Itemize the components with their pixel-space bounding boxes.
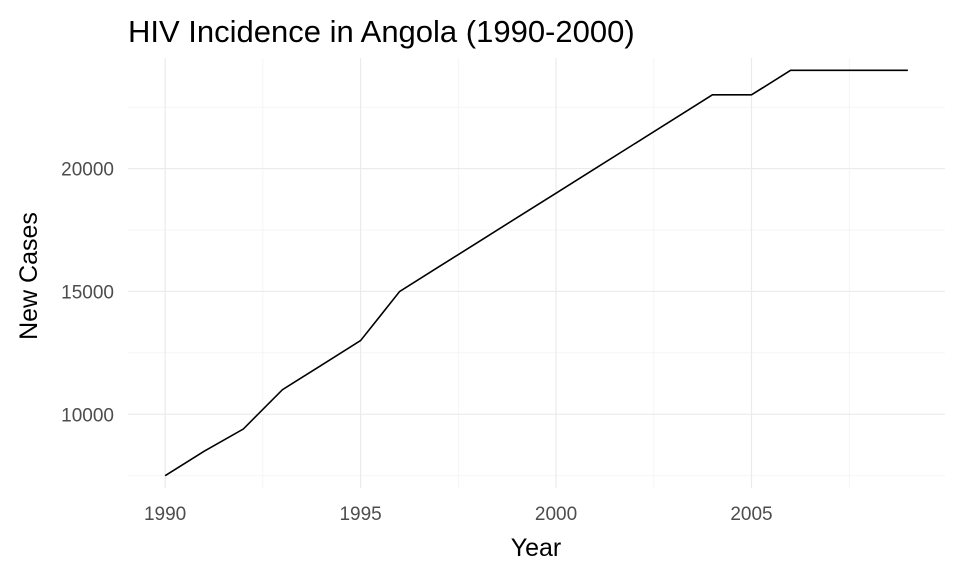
x-tick-label: 1990: [144, 504, 186, 525]
series-layer: [164, 69, 908, 477]
minor-gridlines: [128, 58, 945, 488]
y-tick-label: 20000: [61, 160, 114, 181]
y-axis-label: New Cases: [15, 212, 43, 340]
x-tick-label: 2005: [730, 504, 772, 525]
y-axis-ticks: 10000 15000 20000: [61, 160, 114, 427]
series-line: [164, 69, 908, 477]
x-tick-label: 1995: [339, 504, 381, 525]
major-gridlines: [128, 58, 945, 488]
x-axis-ticks: 1990 1995 2000 2005: [144, 504, 773, 525]
x-axis-label: Year: [511, 534, 562, 562]
y-tick-label: 15000: [61, 282, 114, 303]
x-tick-label: 2000: [535, 504, 577, 525]
chart-title: HIV Incidence in Angola (1990-2000): [128, 14, 635, 49]
y-tick-label: 10000: [61, 405, 114, 426]
